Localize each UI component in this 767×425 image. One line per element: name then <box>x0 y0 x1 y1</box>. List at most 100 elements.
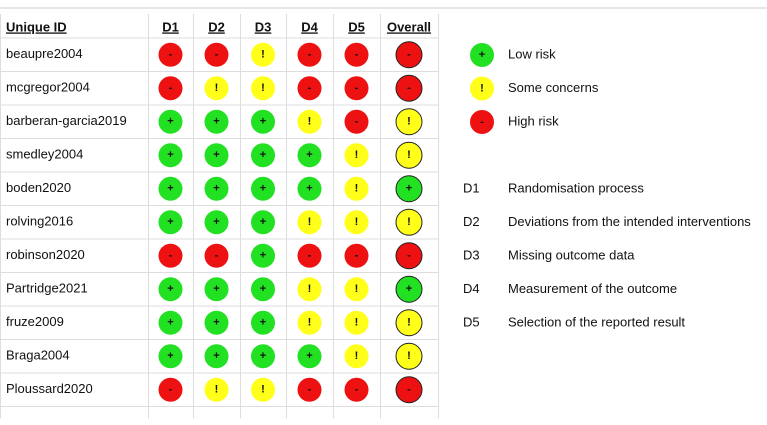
judgement-circle <box>297 310 322 335</box>
judgement-symbol: - <box>355 82 359 94</box>
judgement-symbol: - <box>308 250 312 262</box>
domain-label: Missing outcome data <box>508 247 635 262</box>
judgement-circle <box>395 141 423 169</box>
judgement-symbol: - <box>355 250 359 262</box>
judgement-symbol: ! <box>407 216 411 228</box>
judgement-symbol: ! <box>215 384 219 396</box>
judgement-symbol: - <box>308 49 312 61</box>
judgement-symbol: + <box>306 149 312 161</box>
judgement-symbol: + <box>260 149 266 161</box>
judgement-symbol: ! <box>261 49 265 61</box>
column-header: D5 <box>348 19 365 34</box>
domain-code: D2 <box>463 214 480 229</box>
judgement-symbol: ! <box>407 350 411 362</box>
judgement-symbol: + <box>406 183 412 195</box>
judgement-circle <box>204 377 229 402</box>
legend-symbol: ! <box>480 82 484 94</box>
judgement-circle <box>204 310 229 335</box>
study-id: boden2020 <box>6 180 71 195</box>
judgement-circle <box>251 310 275 335</box>
domain-code: D1 <box>463 180 480 195</box>
column-header: D1 <box>162 19 179 34</box>
judgement-circle <box>251 210 275 235</box>
judgement-symbol: - <box>308 384 312 396</box>
judgement-circle <box>204 277 229 302</box>
judgement-circle <box>251 42 275 67</box>
study-id: robinson2020 <box>6 247 85 262</box>
judgement-symbol: + <box>260 183 266 195</box>
judgement-circle <box>204 344 229 369</box>
judgement-circle <box>395 208 423 236</box>
judgement-circle <box>297 344 322 369</box>
judgement-circle <box>251 109 275 134</box>
judgement-symbol: + <box>213 116 219 128</box>
legend-circle <box>470 43 494 67</box>
judgement-circle <box>297 42 322 67</box>
judgement-symbol: ! <box>308 283 312 295</box>
domain-label: Measurement of the outcome <box>508 281 677 296</box>
judgement-symbol: - <box>407 250 411 262</box>
judgement-symbol: + <box>213 283 219 295</box>
judgement-circle <box>344 76 369 101</box>
judgement-symbol: + <box>260 317 266 329</box>
judgement-symbol: + <box>167 149 173 161</box>
judgement-circle <box>158 42 183 67</box>
judgement-symbol: - <box>407 82 411 94</box>
judgement-symbol: ! <box>261 82 265 94</box>
judgement-symbol: - <box>169 49 173 61</box>
judgement-circle <box>204 243 229 268</box>
judgement-circle <box>251 76 275 101</box>
judgement-circle <box>158 377 183 402</box>
judgement-circle <box>344 310 369 335</box>
judgement-circle <box>158 176 183 201</box>
judgement-symbol: + <box>213 216 219 228</box>
judgement-symbol: ! <box>355 183 359 195</box>
judgement-symbol: + <box>260 350 266 362</box>
column-header: D4 <box>301 19 318 34</box>
judgement-symbol: ! <box>308 216 312 228</box>
judgement-circle <box>297 76 322 101</box>
judgement-circle <box>344 344 369 369</box>
judgement-circle <box>395 175 423 203</box>
judgement-symbol: ! <box>355 350 359 362</box>
judgement-circle <box>251 277 275 302</box>
judgement-circle <box>395 376 423 404</box>
column-header: Unique ID <box>6 19 67 34</box>
judgement-circle <box>344 42 369 67</box>
judgement-symbol: + <box>167 350 173 362</box>
judgement-circle <box>344 143 369 168</box>
judgement-symbol: + <box>260 250 266 262</box>
judgement-circle <box>297 109 322 134</box>
column-header: D2 <box>208 19 225 34</box>
judgement-circle <box>204 109 229 134</box>
judgement-circle <box>158 277 183 302</box>
judgement-circle <box>204 176 229 201</box>
judgement-symbol: - <box>215 49 219 61</box>
study-id: Partridge2021 <box>6 281 88 296</box>
judgement-circle <box>344 109 369 134</box>
judgement-circle <box>344 243 369 268</box>
judgement-circle <box>204 143 229 168</box>
judgement-circle <box>158 344 183 369</box>
judgement-circle <box>204 42 229 67</box>
judgement-symbol: - <box>355 116 359 128</box>
legend-circle <box>470 76 494 101</box>
study-id: Braga2004 <box>6 348 70 363</box>
study-id: beaupre2004 <box>6 46 83 61</box>
judgement-circle <box>297 176 322 201</box>
legend-label: Low risk <box>508 46 556 61</box>
domain-code: D5 <box>463 314 480 329</box>
judgement-circle <box>204 210 229 235</box>
judgement-symbol: + <box>213 317 219 329</box>
judgement-symbol: - <box>407 49 411 61</box>
judgement-circle <box>158 243 183 268</box>
study-id: Ploussard2020 <box>6 381 93 396</box>
judgement-circle <box>395 108 423 136</box>
judgement-symbol: ! <box>407 149 411 161</box>
domain-label: Randomisation process <box>508 180 644 195</box>
judgement-circle <box>251 176 275 201</box>
domain-code: D4 <box>463 281 480 296</box>
judgement-symbol: ! <box>261 384 265 396</box>
judgement-symbol: ! <box>355 317 359 329</box>
